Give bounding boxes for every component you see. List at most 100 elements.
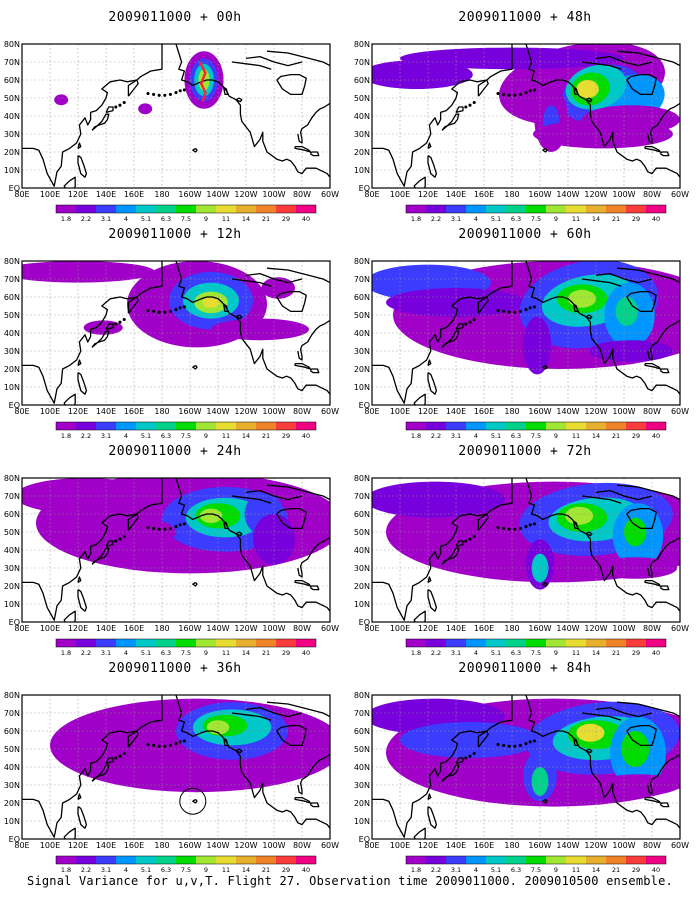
lon-tick-label: 80W — [643, 624, 661, 633]
lon-tick-label: 120E — [68, 190, 88, 199]
lat-tick-label: 80N — [354, 691, 370, 700]
lat-tick-label: 20N — [354, 365, 370, 374]
colorbar-label: 1.8 — [61, 649, 71, 657]
variance-contour — [531, 767, 549, 796]
lon-tick-label: 60W — [671, 841, 689, 850]
lat-tick-label: EQ — [359, 835, 370, 844]
colorbar-swatch — [176, 205, 196, 213]
panel-title: 2009011000 + 48h — [458, 10, 592, 25]
colorbar-swatch — [256, 856, 276, 864]
forecast-panel-84h: 2009011000 + 84h 80N 70N 60N 50N 40N 30N 20N 10N… — [350, 659, 700, 881]
colorbar-label: 9 — [554, 215, 558, 223]
colorbar-swatch — [546, 205, 566, 213]
colorbar-label: 2.2 — [431, 215, 441, 223]
lon-tick-label: 180 — [154, 624, 169, 633]
lon-tick-label: 80W — [293, 624, 311, 633]
lon-tick-label: 80E — [364, 841, 379, 850]
colorbar-swatch — [296, 422, 316, 430]
lon-tick-label: 160W — [178, 841, 201, 850]
colorbar-swatch — [646, 639, 666, 647]
colorbar-label: 29 — [282, 215, 290, 223]
colorbar-label: 5.1 — [491, 432, 501, 440]
colorbar-label: 40 — [652, 432, 660, 440]
lon-tick-label: 120W — [234, 407, 257, 416]
coastline — [22, 695, 330, 839]
lat-tick-label: 50N — [354, 745, 370, 754]
colorbar-swatch — [466, 422, 486, 430]
lon-tick-label: 120E — [418, 624, 438, 633]
lon-tick-label: 160E — [124, 624, 144, 633]
lon-tick-label: 80W — [293, 841, 311, 850]
lon-tick-label: 120W — [234, 624, 257, 633]
colorbar-swatch — [606, 205, 626, 213]
colorbar-swatch — [466, 205, 486, 213]
colorbar-swatch — [506, 205, 526, 213]
colorbar-swatch — [406, 639, 426, 647]
lon-tick-label: 160W — [528, 407, 551, 416]
colorbar-label: 29 — [632, 649, 640, 657]
coastline — [372, 478, 680, 622]
lat-tick-label: 10N — [354, 383, 370, 392]
colorbar-swatch — [296, 856, 316, 864]
colorbar-swatch — [506, 422, 526, 430]
colorbar-swatch — [626, 856, 646, 864]
lon-tick-label: 80E — [364, 624, 379, 633]
colorbar-label: 9 — [554, 866, 558, 874]
colorbar-swatch — [546, 422, 566, 430]
colorbar-swatch — [296, 639, 316, 647]
colorbar-swatch — [586, 856, 606, 864]
colorbar-swatch — [196, 856, 216, 864]
colorbar-label: 9 — [554, 649, 558, 657]
colorbar-label: 14 — [242, 866, 250, 874]
lat-tick-label: 20N — [354, 582, 370, 591]
lon-tick-label: 120E — [68, 841, 88, 850]
lat-tick-label: 20N — [4, 365, 20, 374]
lon-tick-label: 80E — [14, 407, 29, 416]
colorbar-label: 29 — [282, 649, 290, 657]
colorbar-label: 2.2 — [431, 432, 441, 440]
lat-tick-label: 60N — [354, 293, 370, 302]
variance-contour — [372, 481, 505, 518]
variance-contour — [372, 60, 473, 89]
lon-tick-label: 100W — [612, 190, 635, 199]
colorbar-swatch — [156, 205, 176, 213]
lat-tick-label: 50N — [4, 311, 20, 320]
colorbar-label: 9 — [204, 866, 208, 874]
lat-tick-label: 40N — [4, 329, 20, 338]
lon-tick-label: 160W — [528, 624, 551, 633]
lat-tick-label: 30N — [4, 781, 20, 790]
lat-tick-label: 80N — [354, 474, 370, 483]
colorbar-swatch — [76, 639, 96, 647]
lon-tick-label: 160E — [474, 841, 494, 850]
colorbar-label: 40 — [302, 649, 310, 657]
lat-tick-label: 10N — [4, 817, 20, 826]
colorbar-label: 9 — [554, 432, 558, 440]
colorbar-swatch — [256, 422, 276, 430]
colorbar-swatch — [96, 422, 116, 430]
colorbar-swatch — [566, 205, 586, 213]
colorbar-label: 6.3 — [511, 649, 521, 657]
colorbar-swatch — [276, 422, 296, 430]
colorbar-label: 2.2 — [81, 215, 91, 223]
colorbar-label: 21 — [262, 432, 270, 440]
variance-contour — [400, 722, 540, 758]
colorbar-swatch — [56, 639, 76, 647]
lat-tick-label: 30N — [4, 564, 20, 573]
variance-contour — [615, 297, 638, 326]
lon-tick-label: 100W — [262, 624, 285, 633]
lon-tick-label: 160E — [474, 624, 494, 633]
colorbar-label: 7.5 — [531, 432, 541, 440]
colorbar-swatch — [526, 422, 546, 430]
colorbar-label: 4 — [474, 866, 478, 874]
colorbar-swatch — [446, 422, 466, 430]
colorbar-swatch — [96, 856, 116, 864]
colorbar-label: 6.3 — [511, 866, 521, 874]
variance-contour — [576, 80, 599, 98]
coastline — [22, 478, 330, 622]
lon-tick-label: 140E — [446, 407, 466, 416]
lon-tick-label: 100W — [612, 407, 635, 416]
lat-tick-label: 70N — [354, 492, 370, 501]
colorbar-swatch — [426, 422, 446, 430]
lon-tick-label: 160W — [528, 841, 551, 850]
colorbar-swatch — [646, 205, 666, 213]
